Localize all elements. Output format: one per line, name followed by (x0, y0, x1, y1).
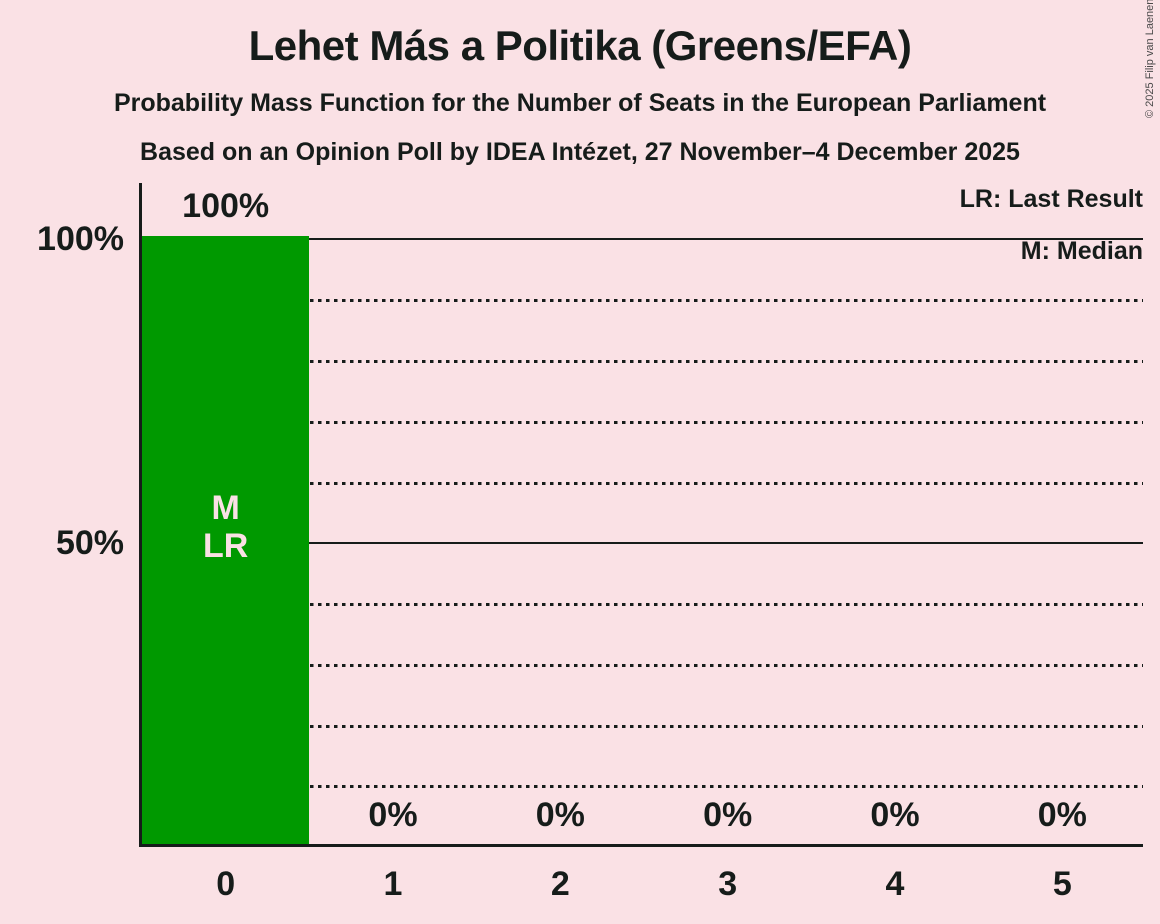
gridline-10 (142, 784, 1143, 788)
bar-value-label: 0% (368, 796, 418, 834)
bar-annotation: M LR (142, 489, 309, 565)
gridline-70 (142, 420, 1143, 424)
chart-source-note: Based on an Opinion Poll by IDEA Intézet… (140, 138, 1020, 166)
gridline-80 (142, 359, 1143, 363)
x-tick-label-2: 2 (550, 865, 570, 903)
bar-value-label: 0% (1037, 796, 1087, 834)
gridline-40 (142, 602, 1143, 606)
bar-value-label: 0% (535, 796, 585, 834)
gridline-30 (142, 663, 1143, 667)
x-tick-label-3: 3 (718, 865, 738, 903)
legend-median: M: Median (1020, 237, 1143, 265)
plot-area: M LR 100% 0% 0% 0% 0% 0% (139, 183, 1143, 847)
page-title: Lehet Más a Politika (Greens/EFA) (248, 22, 912, 69)
gridline-50 (142, 541, 1143, 544)
gridline-20 (142, 724, 1143, 728)
x-tick-label-0: 0 (216, 865, 236, 903)
bar-value-label: 0% (703, 796, 753, 834)
x-tick-label-4: 4 (885, 865, 905, 903)
x-tick-label-1: 1 (383, 865, 403, 903)
gridline-90 (142, 298, 1143, 302)
x-tick-label-5: 5 (1052, 865, 1072, 903)
bar-annotation-line: M (211, 489, 240, 527)
bar-value-label: 0% (870, 796, 920, 834)
x-axis: 0 1 2 3 4 5 (142, 864, 1146, 908)
copyright-notice: © 2025 Filip van Laenen (1144, 0, 1156, 118)
gridline-60 (142, 481, 1143, 485)
y-axis-label-50: 50% (55, 524, 124, 562)
y-axis-label-100: 100% (37, 220, 124, 258)
gridline-100 (142, 237, 1143, 240)
bar-annotation-line: LR (203, 527, 249, 565)
bar-value-label: 100% (182, 187, 270, 225)
bar-seats-0 (142, 236, 310, 844)
legend-last-result: LR: Last Result (959, 185, 1143, 213)
chart-subtitle: Probability Mass Function for the Number… (113, 89, 1047, 117)
